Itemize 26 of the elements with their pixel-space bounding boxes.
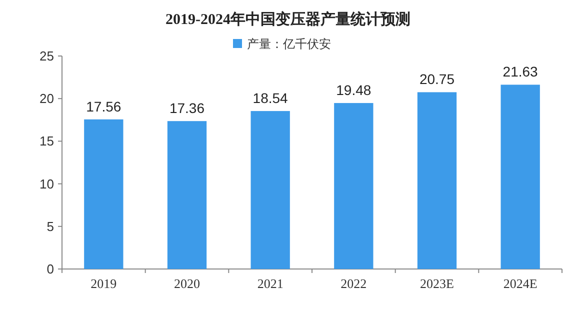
bar xyxy=(167,121,207,269)
legend-label: 产量：亿千伏安 xyxy=(247,37,331,51)
x-tick-label: 2020 xyxy=(174,276,200,291)
data-label: 19.48 xyxy=(336,82,372,98)
x-tick-label: 2021 xyxy=(257,276,284,291)
y-tick-label: 15 xyxy=(40,134,54,149)
y-tick-label: 0 xyxy=(46,262,54,276)
bar xyxy=(250,111,290,269)
y-tick-label: 25 xyxy=(40,48,54,64)
bar xyxy=(500,84,540,269)
y-tick-label: 20 xyxy=(40,91,54,106)
y-tick-label: 10 xyxy=(40,176,54,192)
bar xyxy=(417,92,457,269)
x-tick-label: 2022 xyxy=(340,276,367,291)
bar xyxy=(84,119,124,269)
data-label: 17.36 xyxy=(169,100,205,116)
data-label: 20.75 xyxy=(419,71,455,88)
data-label: 17.56 xyxy=(86,98,122,114)
chart-title: 2019-2024年中国变压器产量统计预测 xyxy=(166,10,410,28)
x-tick-label: 2019 xyxy=(90,276,117,291)
data-label: 18.54 xyxy=(252,90,288,106)
y-tick-label: 5 xyxy=(46,218,54,234)
bar xyxy=(334,103,374,269)
data-label: 21.63 xyxy=(502,64,538,80)
x-tick-label: 2023E xyxy=(420,276,454,291)
x-tick-label: 2024E xyxy=(503,276,538,291)
